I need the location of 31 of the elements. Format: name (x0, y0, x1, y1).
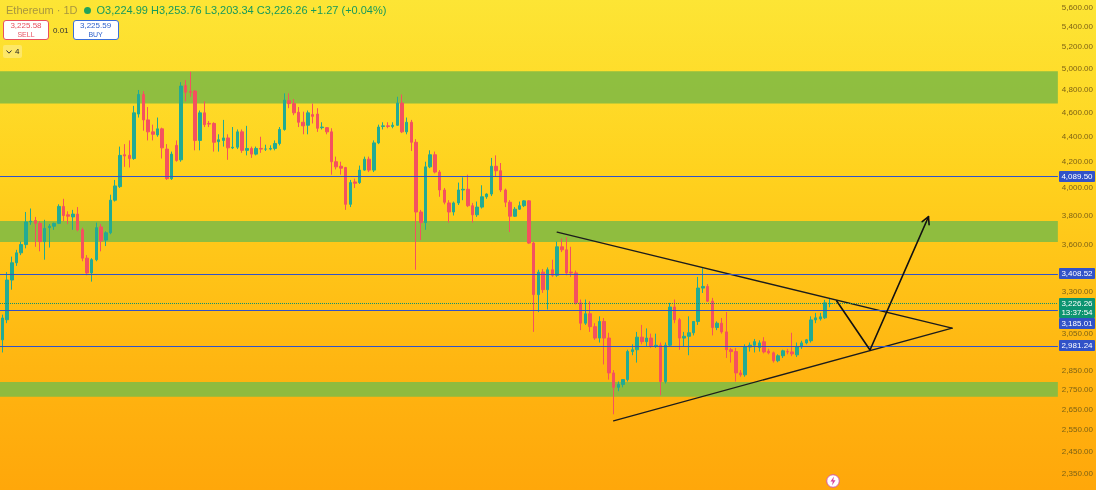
y-tick-label: 4,800.00 (1061, 85, 1094, 95)
y-tick-label: 2,750.00 (1061, 384, 1094, 394)
ref-line-label: 3,185.01 (1059, 318, 1095, 328)
annotation: 4 (15, 47, 20, 56)
annotation: 3,225.59 (79, 21, 113, 30)
ref-line-label: 2,981.24 (1059, 341, 1095, 351)
chart-title: Ethereum · 1D (6, 4, 78, 16)
y-tick-label: 3,300.00 (1061, 286, 1094, 296)
y-tick-label: 5,200.00 (1061, 42, 1094, 52)
y-tick-label: 2,350.00 (1061, 469, 1094, 479)
annotation: 3,225.58 (9, 21, 43, 30)
y-tick-label: 4,000.00 (1061, 183, 1094, 193)
text: 13:37:54 (1060, 307, 1094, 317)
y-tick-label: 3,800.00 (1061, 211, 1094, 221)
y-tick-label: 2,650.00 (1061, 404, 1094, 414)
y-tick-label: 5,000.00 (1061, 63, 1094, 73)
ref-line-label: 3,408.52 (1059, 269, 1095, 279)
ref-line-label: 3,226.26 (1060, 298, 1094, 308)
annotation: 0.01 (53, 25, 69, 35)
ref-line-label: 4,089.50 (1059, 171, 1095, 181)
y-tick-label: 3,600.00 (1061, 240, 1094, 250)
y-tick-label: 3,050.00 (1061, 329, 1094, 339)
y-tick-label: 2,450.00 (1061, 446, 1094, 456)
chart-subtitle: O3,224.99 H3,253.76 L3,203.34 C3,226.26 +1.27 (+0.04%) (96, 4, 387, 16)
y-tick-label: 2,550.00 (1061, 425, 1094, 435)
y-tick-label: 5,400.00 (1061, 22, 1094, 32)
y-tick-label: 2,850.00 (1061, 365, 1094, 375)
y-tick-label: 5,600.00 (1061, 2, 1094, 12)
y-tick-label: 4,400.00 (1061, 132, 1094, 142)
y-tick-label: 4,200.00 (1061, 157, 1094, 167)
y-tick-label: 4,600.00 (1061, 108, 1094, 118)
